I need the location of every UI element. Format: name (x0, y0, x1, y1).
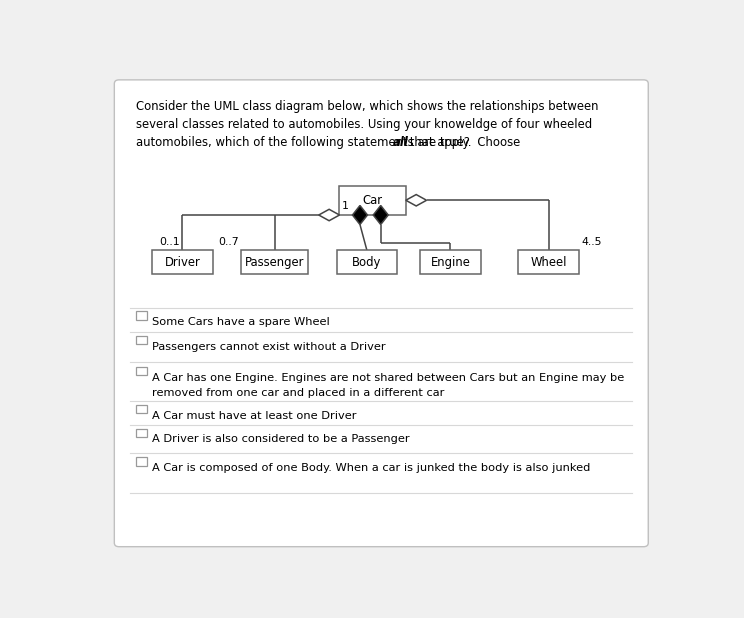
Bar (136, 336, 147, 344)
Text: that apply.: that apply. (405, 137, 471, 150)
Text: A Driver is also considered to be a Passenger: A Driver is also considered to be a Pass… (153, 434, 410, 444)
Text: Body: Body (352, 256, 382, 269)
Bar (136, 367, 147, 375)
FancyBboxPatch shape (115, 80, 648, 547)
Text: Passenger: Passenger (245, 256, 304, 269)
Text: removed from one car and placed in a different car: removed from one car and placed in a dif… (153, 387, 445, 398)
Bar (339, 185, 405, 215)
Text: automobiles, which of the following statements are true?  Choose: automobiles, which of the following stat… (136, 137, 525, 150)
Polygon shape (373, 206, 388, 224)
Polygon shape (405, 195, 426, 206)
Text: all: all (393, 137, 408, 150)
Text: 0..7: 0..7 (218, 237, 239, 247)
Bar (136, 405, 147, 413)
Text: A Car is composed of one Body. When a car is junked the body is also junked: A Car is composed of one Body. When a ca… (153, 463, 591, 473)
Text: Consider the UML class diagram below, which shows the relationships between: Consider the UML class diagram below, wh… (136, 100, 599, 113)
Bar (519, 250, 579, 274)
Text: A Car must have at least one Driver: A Car must have at least one Driver (153, 410, 357, 421)
Polygon shape (318, 210, 339, 221)
Bar (136, 311, 147, 320)
Text: 0..1: 0..1 (159, 237, 179, 247)
Bar (420, 250, 481, 274)
Bar (152, 250, 213, 274)
Bar (242, 250, 308, 274)
Bar (136, 429, 147, 438)
Text: Engine: Engine (431, 256, 470, 269)
Text: Some Cars have a spare Wheel: Some Cars have a spare Wheel (153, 317, 330, 327)
Text: Wheel: Wheel (530, 256, 567, 269)
Text: 4..5: 4..5 (582, 237, 602, 247)
Text: A Car has one Engine. Engines are not shared between Cars but an Engine may be: A Car has one Engine. Engines are not sh… (153, 373, 625, 383)
Bar (136, 457, 147, 466)
Text: Car: Car (362, 194, 382, 207)
Polygon shape (353, 206, 368, 224)
Text: Driver: Driver (164, 256, 200, 269)
Text: Passengers cannot exist without a Driver: Passengers cannot exist without a Driver (153, 342, 386, 352)
Text: several classes related to automobiles. Using your knoweldge of four wheeled: several classes related to automobiles. … (136, 119, 592, 132)
Text: 1: 1 (341, 201, 349, 211)
Bar (336, 250, 397, 274)
